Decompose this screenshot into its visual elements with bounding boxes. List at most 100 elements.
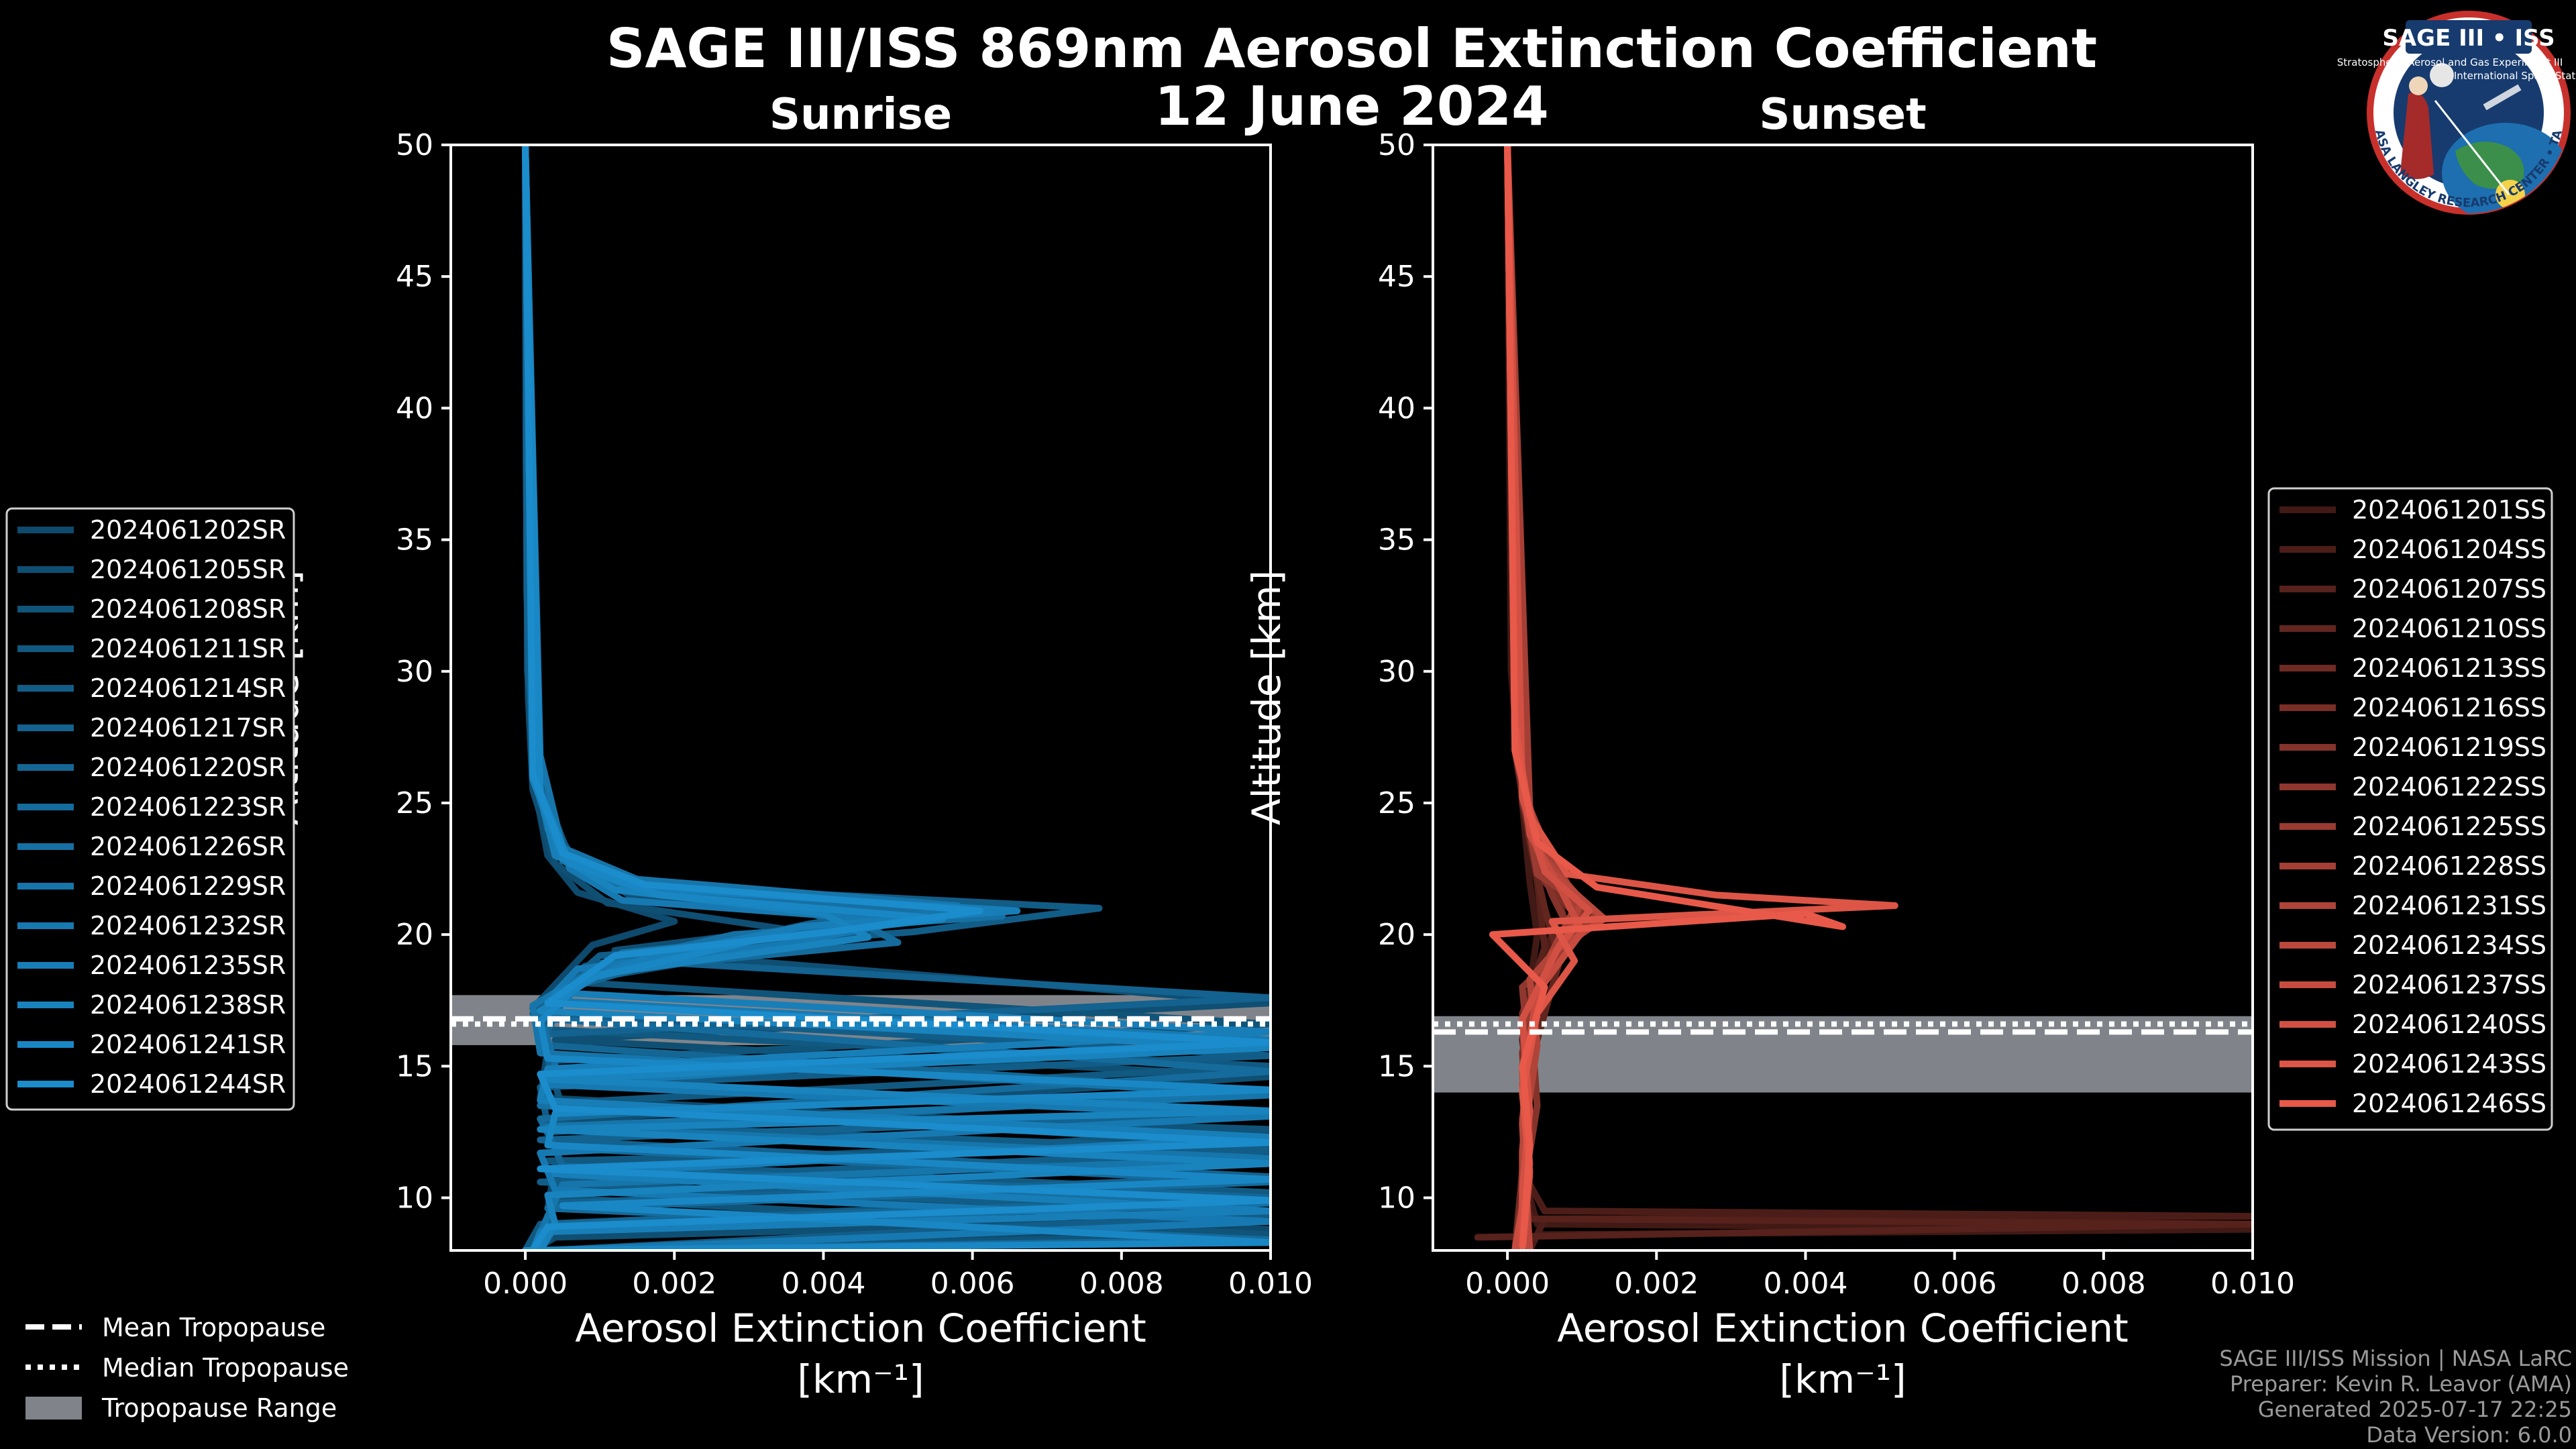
legend-label-2024061205SR: 2024061205SR [90, 555, 286, 584]
sunset-panel: Sunset 0.000 0.002 0.004 0.006 0.008 0.010 10 15… [1244, 90, 2295, 1402]
sunset-y-tick-label: 30 [1378, 655, 1415, 689]
sunrise-panel: Sunrise 0.000 0.002 0.004 0.006 0.008 0.010 10 1… [262, 90, 1313, 1402]
sunset-y-tick-label: 45 [1378, 260, 1415, 294]
sunset-tropopause-range [1433, 1016, 2253, 1093]
sunset-y-tick-label: 20 [1378, 918, 1415, 952]
legend-label-2024061208SR: 2024061208SR [90, 594, 286, 624]
sunset-x-tick-label: 0.008 [2061, 1267, 2146, 1301]
astronomer-figure-icon [2400, 92, 2434, 180]
sunrise-series-group [522, 145, 1271, 1250]
legend-label-2024061223SR: 2024061223SR [90, 792, 286, 822]
legend-label-2024061246SS: 2024061246SS [2352, 1089, 2546, 1118]
legend-label-2024061201SS: 2024061201SS [2352, 495, 2546, 525]
sunrise-panel-title: Sunrise [769, 90, 952, 140]
legend-label-2024061207SS: 2024061207SS [2352, 574, 2546, 604]
sunrise-y-tick-label: 20 [396, 918, 433, 952]
sunset-y-tick-label: 40 [1378, 391, 1415, 425]
sunset-x-tick-label: 0.006 [1913, 1267, 1997, 1301]
legend-label-2024061217SR: 2024061217SR [90, 713, 286, 743]
sunrise-y-tick-label: 10 [396, 1181, 433, 1216]
sunset-legend: 2024061201SS 2024061204SS 2024061207SS 2024… [2267, 487, 2553, 1131]
space-station-icon [2483, 84, 2522, 111]
credit-preparer: Preparer: Kevin R. Leavor (AMA) [2230, 1371, 2572, 1397]
sunset-y-axis-label: Altitude [km] [1244, 570, 1289, 825]
legend-label-2024061231SS: 2024061231SS [2352, 891, 2546, 920]
sunset-x-tick-label: 0.000 [1465, 1267, 1550, 1301]
credit-mission: SAGE III/ISS Mission | NASA LaRC [2219, 1346, 2572, 1371]
sunrise-y-tick-label: 45 [396, 260, 433, 294]
sunset-x-axis-label: Aerosol Extinction Coefficient [1557, 1305, 2129, 1351]
series-line-2024061246SS [1489, 145, 1846, 1250]
legend-label-2024061235SR: 2024061235SR [90, 951, 286, 980]
mean-tropopause-label: Mean Tropopause [102, 1313, 325, 1342]
legend-label-2024061220SR: 2024061220SR [90, 753, 286, 782]
sunrise-y-tick-label: 30 [396, 655, 433, 689]
sunset-y-tick-label: 10 [1378, 1181, 1415, 1216]
sunrise-y-tick-label: 35 [396, 523, 433, 557]
series-line-2024061229SR [522, 145, 1271, 1250]
sunrise-legend: 2024061202SR 2024061205SR 2024061208SR 2024… [5, 507, 295, 1111]
legend-label-2024061213SS: 2024061213SS [2352, 653, 2546, 683]
sunrise-y-tick-label: 40 [396, 391, 433, 425]
sunrise-x-axis-label: Aerosol Extinction Coefficient [575, 1305, 1146, 1351]
legend-label-2024061214SR: 2024061214SR [90, 674, 286, 703]
sunrise-x-axis-units: [km⁻¹] [797, 1356, 924, 1402]
legend-label-2024061229SR: 2024061229SR [90, 871, 286, 901]
sunrise-y-tick-label: 50 [396, 128, 433, 162]
tropopause-legend: Mean Tropopause Median Tropopause Tropop… [25, 1313, 349, 1423]
logo-station: International Space Station [2454, 70, 2576, 82]
sunrise-x-tick-label: 0.010 [1228, 1267, 1313, 1301]
tropopause-range-swatch [25, 1397, 82, 1419]
legend-label-2024061202SR: 2024061202SR [90, 515, 286, 545]
sunrise-x-tick-label: 0.000 [483, 1267, 568, 1301]
sunrise-legend-frame [5, 507, 295, 1111]
legend-label-2024061232SR: 2024061232SR [90, 911, 286, 941]
sunset-y-tick-label: 15 [1378, 1049, 1415, 1083]
legend-label-2024061238SR: 2024061238SR [90, 990, 286, 1020]
legend-label-2024061226SR: 2024061226SR [90, 832, 286, 861]
legend-label-2024061240SS: 2024061240SS [2352, 1010, 2546, 1039]
sunset-x-tick-label: 0.002 [1614, 1267, 1699, 1301]
legend-label-2024061219SS: 2024061219SS [2352, 733, 2546, 762]
sunset-series-group [1474, 145, 2253, 1250]
sunset-panel-title: Sunset [1759, 90, 1926, 140]
legend-label-2024061237SS: 2024061237SS [2352, 970, 2546, 1000]
series-line-2024061238SR [522, 145, 1271, 1250]
legend-label-2024061211SR: 2024061211SR [90, 634, 286, 663]
sunrise-x-tick-label: 0.006 [930, 1267, 1015, 1301]
sunrise-y-tick-label: 25 [396, 786, 433, 820]
legend-label-2024061225SS: 2024061225SS [2352, 812, 2546, 841]
legend-label-2024061241SR: 2024061241SR [90, 1030, 286, 1059]
astronomer-head-icon [2409, 76, 2428, 95]
legend-label-2024061210SS: 2024061210SS [2352, 614, 2546, 643]
credit-version: Data Version: 6.0.0 [2366, 1422, 2572, 1448]
legend-label-2024061228SS: 2024061228SS [2352, 851, 2546, 881]
legend-label-2024061204SS: 2024061204SS [2352, 535, 2546, 564]
sunset-y-tick-label: 50 [1378, 128, 1415, 162]
sunrise-y-tick-label: 15 [396, 1049, 433, 1083]
sunset-legend-frame [2267, 487, 2553, 1131]
chart-date: 12 June 2024 [1155, 75, 1549, 138]
sunset-y-tick-label: 35 [1378, 523, 1415, 557]
sunset-y-tick-label: 25 [1378, 786, 1415, 820]
legend-label-2024061243SS: 2024061243SS [2352, 1049, 2546, 1079]
tropopause-range-label: Tropopause Range [101, 1393, 337, 1423]
sunrise-plot-frame [449, 144, 1272, 1252]
sunset-x-tick-label: 0.010 [2210, 1267, 2295, 1301]
chart-title: SAGE III/ISS 869nm Aerosol Extinction Co… [606, 17, 2097, 80]
sunset-x-tick-label: 0.004 [1763, 1267, 1847, 1301]
sunset-x-axis-units: [km⁻¹] [1779, 1356, 1906, 1402]
credits: SAGE III/ISS Mission | NASA LaRC Prepare… [2219, 1346, 2572, 1448]
series-line-2024061244SR [522, 145, 1271, 1250]
credit-generated: Generated 2025-07-17 22:25 [2258, 1397, 2572, 1422]
logo-tagline: Stratospheric Aerosol and Gas Experiment… [2337, 56, 2563, 68]
sunset-plot-frame [1432, 144, 2254, 1252]
legend-label-2024061244SR: 2024061244SR [90, 1069, 286, 1099]
sunrise-x-tick-label: 0.008 [1079, 1267, 1164, 1301]
series-line-2024061241SR [522, 145, 1271, 1250]
logo-name: SAGE III • ISS [2382, 25, 2555, 52]
moon-icon [2430, 63, 2454, 87]
sunrise-x-tick-label: 0.004 [781, 1267, 865, 1301]
median-tropopause-label: Median Tropopause [102, 1353, 349, 1383]
